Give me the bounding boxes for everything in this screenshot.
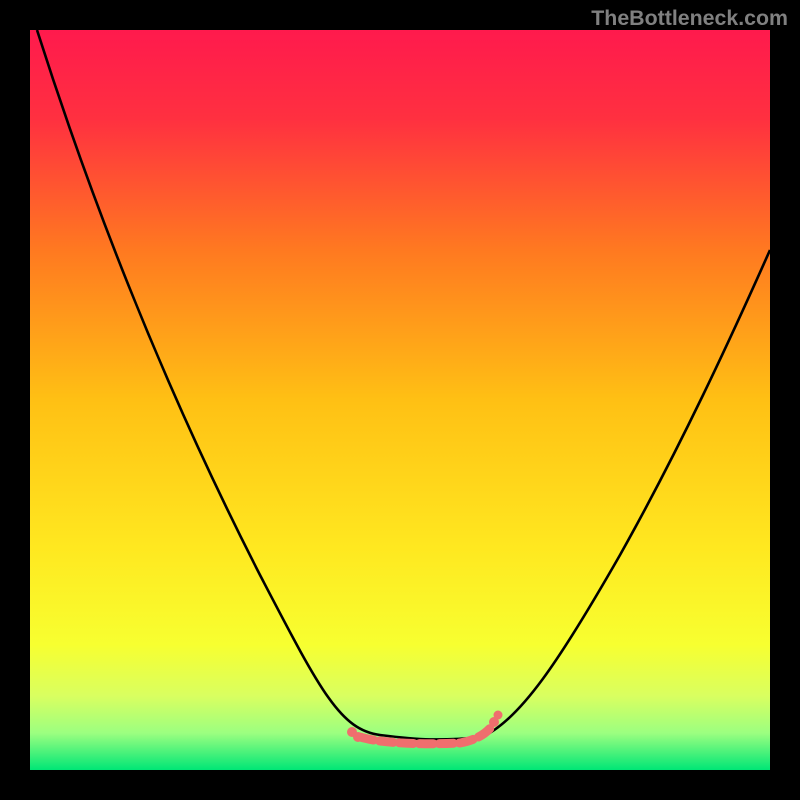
bottleneck-curve <box>37 30 770 739</box>
chart-svg <box>0 0 800 800</box>
chart-frame: TheBottleneck.com <box>0 0 800 800</box>
watermark-text: TheBottleneck.com <box>591 6 788 31</box>
